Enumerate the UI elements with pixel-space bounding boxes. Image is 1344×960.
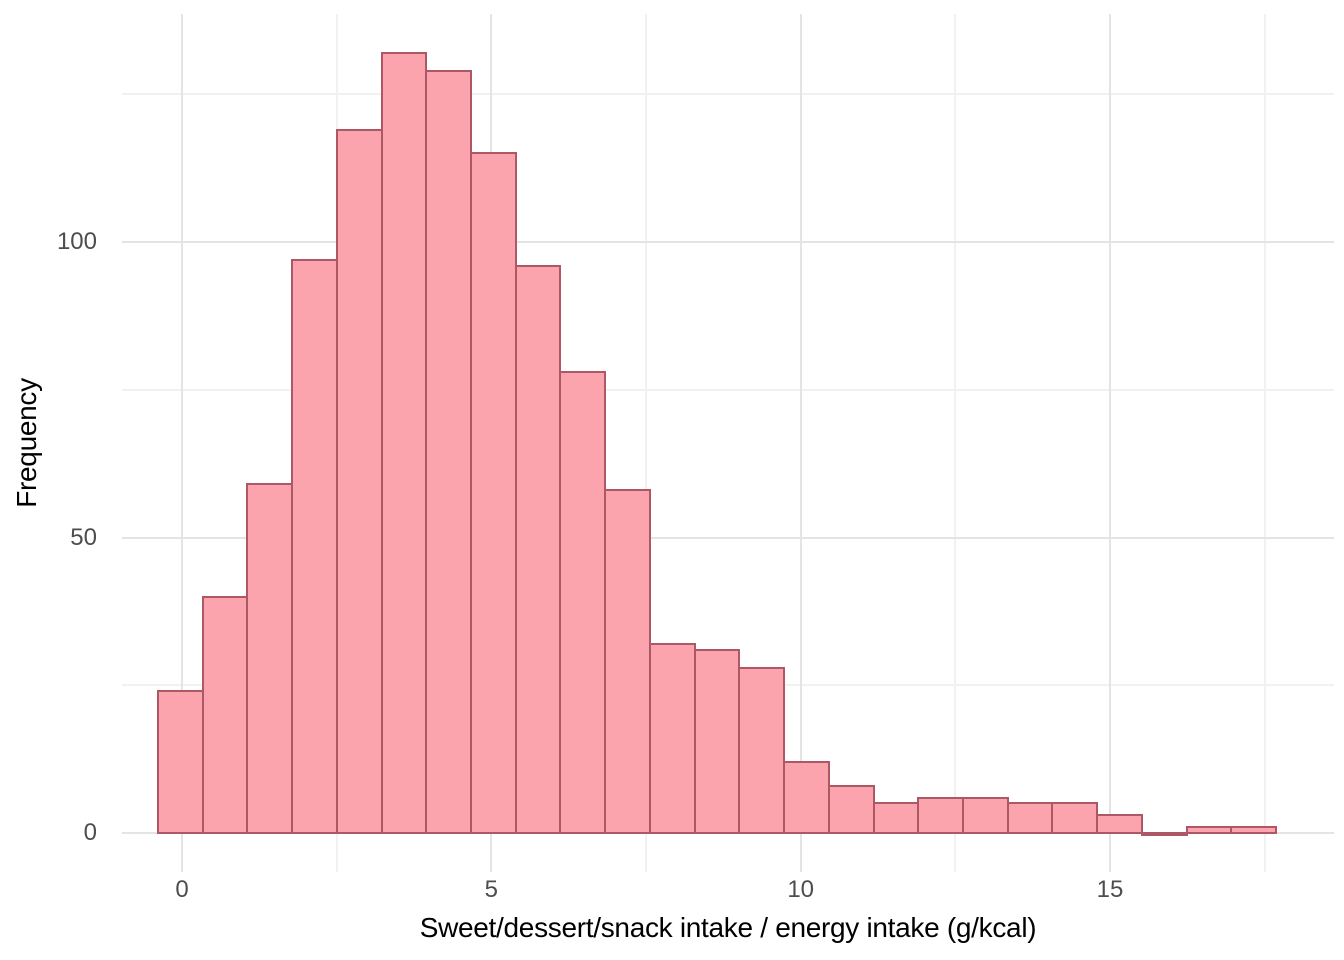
x-tick-label: 10 — [787, 876, 815, 903]
histogram-bar — [872, 802, 920, 834]
minor-gridline-x — [645, 14, 648, 872]
histogram-bar — [425, 69, 472, 834]
histogram-bar — [917, 796, 965, 834]
y-axis-title: Frequency — [11, 378, 42, 508]
major-gridline-x — [1109, 14, 1112, 872]
histogram-bar — [201, 595, 249, 834]
x-tick-label: 5 — [484, 876, 499, 903]
y-tick-label: 0 — [83, 819, 97, 846]
major-gridline-y — [122, 536, 1334, 539]
histogram-bar — [559, 371, 607, 834]
histogram-bar — [291, 258, 338, 834]
histogram-bar — [380, 52, 428, 834]
histogram-bar — [827, 784, 875, 834]
histogram-bar — [469, 152, 517, 834]
histogram-bar — [962, 796, 1009, 834]
histogram-bar — [783, 761, 830, 834]
minor-gridline-x — [954, 14, 957, 872]
histogram-bar — [693, 648, 741, 834]
minor-gridline-y — [122, 388, 1334, 391]
histogram-bar — [1006, 802, 1054, 834]
y-tick-label: 50 — [70, 523, 97, 551]
major-gridline-y — [122, 241, 1334, 244]
x-tick-label: 0 — [175, 876, 189, 903]
minor-gridline-y — [122, 93, 1334, 96]
histogram-bar — [1185, 826, 1233, 834]
histogram-bar — [514, 264, 562, 834]
histogram-bar — [1096, 814, 1143, 834]
histogram-bar — [604, 489, 651, 834]
histogram-bar — [156, 690, 204, 834]
histogram-bar — [246, 483, 294, 834]
x-tick-label: 15 — [1096, 876, 1124, 903]
histogram-bar — [1051, 802, 1099, 834]
histogram-bar — [1230, 826, 1278, 834]
histogram-bar — [335, 128, 383, 834]
major-gridline-x — [799, 14, 802, 872]
histogram-bar — [648, 642, 696, 834]
y-tick-label: 100 — [56, 228, 97, 256]
histogram-bar — [738, 666, 786, 834]
minor-gridline-x — [1263, 14, 1266, 872]
histogram-bar — [1140, 832, 1188, 836]
major-gridline-x — [181, 14, 183, 872]
x-axis-title: Sweet/dessert/snack intake / energy inta… — [419, 912, 1037, 943]
